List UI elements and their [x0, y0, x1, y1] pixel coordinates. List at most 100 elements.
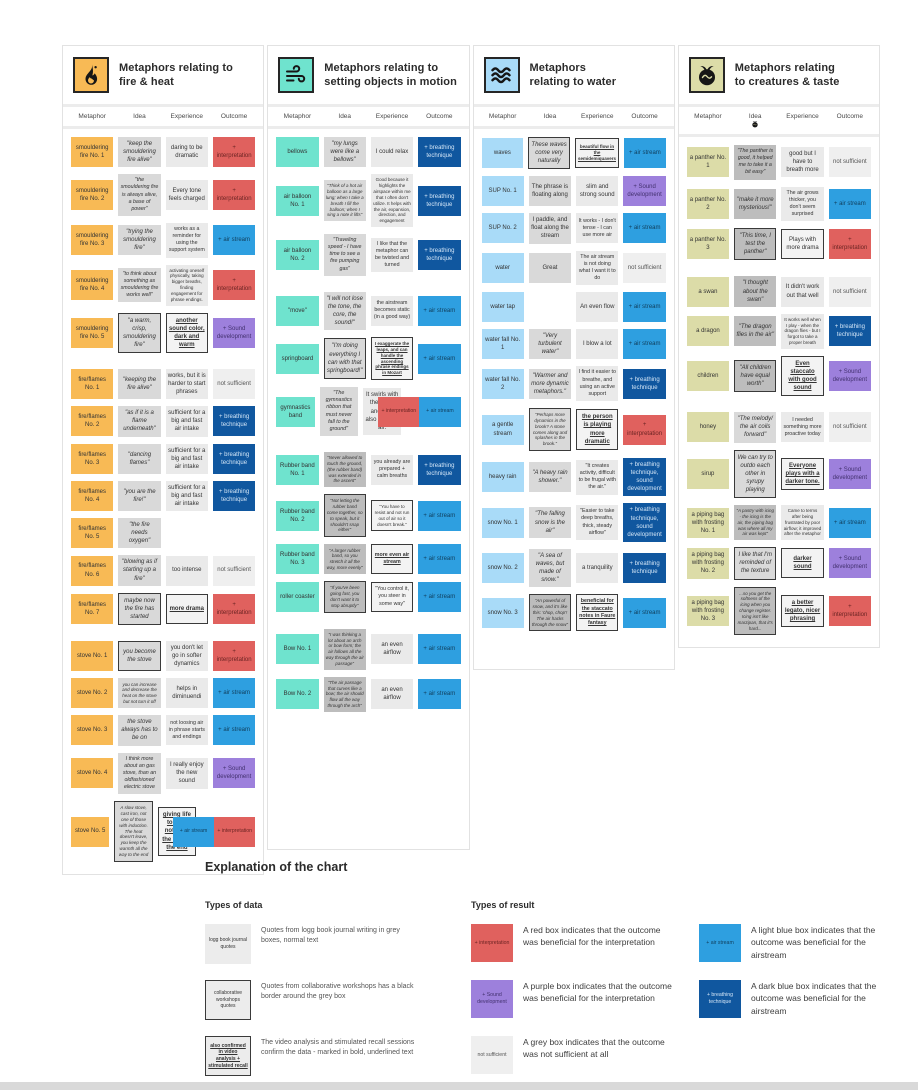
- metaphor-box: a piping bag with frosting No. 2: [686, 548, 730, 579]
- row-section: Bow No. 1 "I was thinking a lot about an …: [276, 628, 461, 712]
- experience-box: helps in diminuendi: [165, 678, 208, 709]
- idea-box: "I will not lose the tone, the core, the…: [323, 291, 366, 331]
- table-row: stove No. 2 you can increase and decrease…: [71, 678, 256, 709]
- experience-box: Came to terms after being frustrated by …: [781, 505, 824, 541]
- experience-box: beneficial for the staccato notes in Fau…: [576, 594, 619, 632]
- empty-cell: [529, 292, 571, 322]
- outcome-box: + interpretation: [828, 229, 871, 260]
- outcome-box: + air stream: [173, 816, 215, 847]
- metaphor-box: stove No. 5: [71, 816, 110, 847]
- outcome-box: + air stream: [623, 213, 666, 244]
- legend-result-item: not sufficient A grey box indicates that …: [471, 1036, 673, 1074]
- metaphor-box: a dragon: [686, 316, 730, 347]
- column-header-metaphor: Metaphor: [78, 113, 106, 120]
- idea-box: "I was thinking a lot about an arch or b…: [323, 628, 366, 670]
- idea-box: "A pastry with icing - the icing is the …: [734, 505, 777, 541]
- table-row: air balloon No. 2 "Traveling speed - I ha…: [276, 234, 461, 276]
- legend-types-of-data: Types of data logg book journal quotes Qu…: [205, 900, 435, 1092]
- experience-box: Everyone plays with a darker tone.: [781, 457, 824, 490]
- outcome-box: + air stream: [418, 500, 461, 531]
- metaphor-group-card: Metaphors relating to water Metaphor Idea Ex…: [472, 45, 675, 670]
- column-header-idea: Idea: [133, 113, 146, 120]
- types-of-result-items: + interpretation A red box indicates that…: [471, 924, 901, 1074]
- metaphor-box: a piping bag with frosting No. 1: [686, 507, 730, 538]
- experience-box: I really enjoy the new sound: [165, 758, 208, 789]
- outcome-box: + Sound development: [828, 361, 871, 392]
- group-title-line2: setting objects in motion: [324, 76, 457, 88]
- metaphor-box: stove No. 2: [71, 678, 114, 709]
- idea-box: "All children have equal worth": [734, 359, 777, 393]
- group-header: Metaphors relating to setting objects in …: [268, 46, 469, 104]
- group-header: Metaphors relating to fire & heat: [63, 46, 264, 104]
- row-section: Rubber band No. 1 "Never allowed to touch…: [276, 452, 461, 613]
- metaphor-group-card: Metaphors relating to fire & heat Metaphor…: [62, 45, 265, 875]
- experience-box: another sound color, dark and warm: [165, 312, 208, 353]
- outcome-box: not sufficient: [623, 252, 666, 283]
- table-row: roller coaster "If you've been going fast…: [276, 581, 461, 613]
- group-header: Metaphors relating to creatures & taste: [678, 46, 879, 104]
- metaphor-box: fire/flames No. 3: [71, 443, 114, 474]
- legend-data-description: Quotes from collaborative workshops has …: [261, 983, 414, 1001]
- experience-box: sufficient for a big and fast air intake: [165, 480, 208, 512]
- idea-box: "make it more mysterious!": [734, 188, 777, 219]
- legend-result-swatch: + Sound development: [471, 980, 513, 1018]
- experience-box: good but I have to breath more: [781, 147, 824, 178]
- group-title-line1: Metaphors relating: [734, 61, 835, 74]
- experience-box: slim and strong sound: [576, 176, 619, 207]
- metaphor-box: a panther No. 1: [686, 147, 730, 178]
- experience-box: you don't let go in softer dynamics: [165, 640, 208, 672]
- metaphor-box: fire/flames No. 1: [71, 369, 114, 400]
- experience-box: beautiful flow in the semidemiquavers: [574, 138, 619, 169]
- outcome-box: not sufficient: [212, 555, 256, 586]
- outcome-box: + air stream: [624, 138, 666, 169]
- experience-box: I exaggerate the leaps, and can handle t…: [370, 337, 414, 381]
- idea-box: "the smouldering fire is always alive, a…: [118, 174, 161, 216]
- idea-box: I think more about an gas stove, than an…: [118, 752, 161, 795]
- table-row: "move" "I will not lose the tone, the cor…: [276, 291, 461, 331]
- metaphor-box: smouldering fire No. 4: [71, 270, 114, 301]
- experience-box: activating oneself physically, taking bi…: [165, 264, 208, 306]
- metaphor-box: waves: [481, 138, 524, 169]
- idea-box: "Very turbulent water": [528, 329, 572, 360]
- bottom-scrollbar[interactable]: [0, 1082, 918, 1090]
- metaphor-box: smouldering fire No. 3: [71, 225, 114, 256]
- table-row: smouldering fire No. 5 "a warm, crisp, sm…: [71, 312, 256, 353]
- column-header-idea: Idea: [734, 113, 776, 128]
- experience-box: you already are prepared + calm breaths: [370, 454, 414, 485]
- metaphor-box: stove No. 1: [71, 641, 114, 672]
- column-header-outcome: Outcome: [836, 113, 864, 120]
- outcome-box: + interpretation: [214, 816, 256, 847]
- metaphor-box: fire/flames No. 6: [71, 555, 114, 586]
- outcome-box: not sufficient: [828, 147, 871, 178]
- table-row: Bow No. 2 "The air passage that curves li…: [276, 676, 461, 712]
- types-of-result-title: Types of result: [471, 900, 535, 910]
- table-row: smouldering fire No. 4 "to think about so…: [71, 264, 256, 306]
- metaphor-box: snow No. 1: [481, 507, 524, 538]
- legend-data-swatch: collaborative workshops quotes: [205, 980, 251, 1020]
- legend-data-description: The video analysis and stimulated recall…: [261, 1039, 415, 1057]
- idea-box: Great: [528, 252, 572, 283]
- idea-box: "Traveling speed - I have time to see a …: [323, 234, 366, 276]
- table-row: sirup We can try to outdo each other in s…: [686, 449, 871, 499]
- idea-box: "I thought about the swan": [734, 276, 777, 307]
- table-row: a panther No. 1 "The panther is good, it …: [686, 145, 871, 180]
- metaphor-box: smouldering fire No. 1: [71, 137, 114, 168]
- group-rows: waves These waves come very naturally beau…: [473, 129, 674, 669]
- metaphor-box: water tap: [481, 292, 524, 323]
- metaphor-box: honey: [686, 412, 730, 443]
- types-of-data-items: logg book journal quotes Quotes from logg…: [205, 924, 435, 1076]
- table-row: fire/flames No. 7 maybe now the fire has …: [71, 592, 256, 625]
- experience-box: The air stream is not doing what I want …: [576, 250, 619, 286]
- outcome-box: + Sound development: [212, 317, 256, 348]
- outcome-box: + Sound development: [828, 548, 871, 579]
- table-row: water tap An even flow + air stream: [481, 292, 666, 323]
- metaphor-box: bellows: [276, 137, 319, 168]
- wind-icon: [278, 57, 315, 93]
- table-row: a gentle stream "Perhaps more dynamics in…: [481, 407, 666, 452]
- row-section: stove No. 1 you become the stove you don't…: [71, 640, 256, 862]
- table-row: Rubber band No. 1 "Never allowed to touch…: [276, 452, 461, 488]
- types-of-data-title: Types of data: [205, 900, 263, 910]
- table-row: honey "The melody/ the air coils forward"…: [686, 412, 871, 443]
